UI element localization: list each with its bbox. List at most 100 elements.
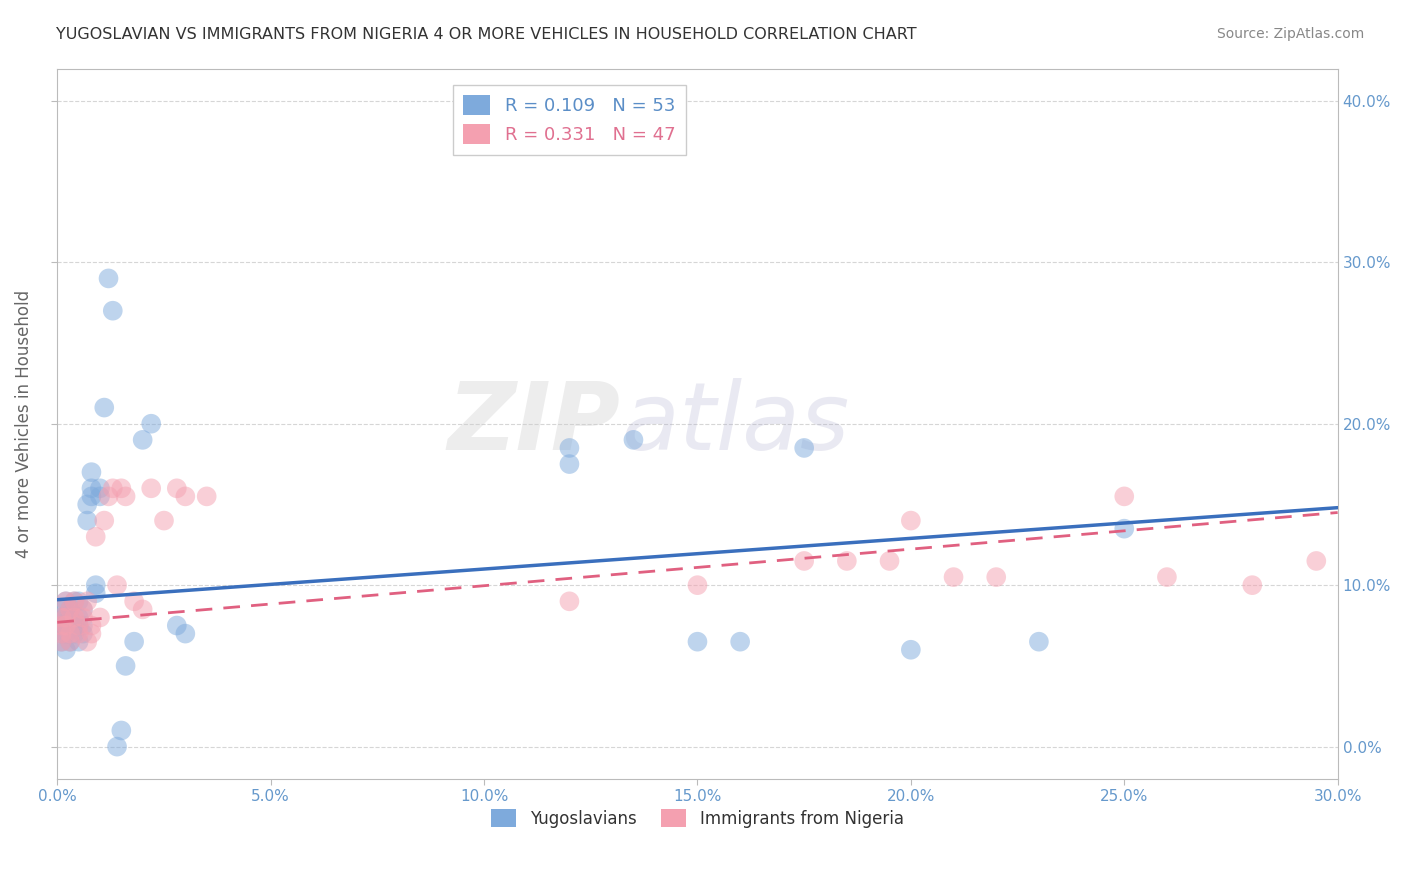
Point [63,594,86,608]
Point [153,514,176,528]
Point [67,634,90,648]
Point [55,594,77,608]
Point [80,618,103,632]
Point [558,594,581,608]
Point [72,610,94,624]
Point [166,618,188,632]
Point [51,626,73,640]
Point [76,498,98,512]
Point [76,634,98,648]
Point [195,489,218,503]
Point [55,642,77,657]
Point [110,481,132,495]
Point [67,594,90,608]
Point [80,489,103,503]
Point [63,626,86,640]
Point [51,626,73,640]
Point [900,642,922,657]
Point [51,634,73,648]
Point [59,618,82,632]
Point [80,465,103,479]
Point [101,303,124,318]
Text: YUGOSLAVIAN VS IMMIGRANTS FROM NIGERIA 4 OR MORE VEHICLES IN HOUSEHOLD CORRELATI: YUGOSLAVIAN VS IMMIGRANTS FROM NIGERIA 4… [56,27,917,42]
Point [728,634,751,648]
Point [76,594,98,608]
Point [1028,634,1050,648]
Point [131,433,153,447]
Point [166,481,188,495]
Point [51,618,73,632]
Point [105,578,128,592]
Point [51,602,73,616]
Point [93,401,115,415]
Point [114,659,136,673]
Point [84,530,107,544]
Point [63,618,86,632]
Point [55,594,77,608]
Point [1114,522,1136,536]
Point [942,570,965,584]
Point [67,626,90,640]
Point [122,634,145,648]
Point [55,618,77,632]
Point [89,610,111,624]
Text: ZIP: ZIP [447,377,620,470]
Point [80,481,103,495]
Point [59,626,82,640]
Point [174,626,197,640]
Point [793,554,815,568]
Point [59,634,82,648]
Point [93,514,115,528]
Legend: Yugoslavians, Immigrants from Nigeria: Yugoslavians, Immigrants from Nigeria [485,803,910,835]
Point [76,514,98,528]
Point [67,618,90,632]
Point [63,610,86,624]
Point [51,634,73,648]
Point [900,514,922,528]
Point [89,481,111,495]
Y-axis label: 4 or more Vehicles in Household: 4 or more Vehicles in Household [15,290,32,558]
Point [558,457,581,471]
Point [1114,489,1136,503]
Point [67,618,90,632]
Point [105,739,128,754]
Point [141,417,163,431]
Point [72,602,94,616]
Point [84,578,107,592]
Point [51,610,73,624]
Point [80,626,103,640]
Point [97,271,120,285]
Point [59,634,82,648]
Point [686,578,709,592]
Text: atlas: atlas [620,378,849,469]
Point [72,626,94,640]
Point [63,594,86,608]
Point [59,602,82,616]
Point [84,586,107,600]
Point [122,594,145,608]
Point [55,618,77,632]
Point [101,481,124,495]
Point [59,602,82,616]
Point [51,618,73,632]
Point [141,481,163,495]
Point [558,441,581,455]
Point [97,489,120,503]
Point [174,489,197,503]
Point [51,610,73,624]
Point [55,610,77,624]
Point [110,723,132,738]
Point [835,554,858,568]
Point [55,626,77,640]
Point [793,441,815,455]
Point [72,618,94,632]
Point [67,610,90,624]
Text: Source: ZipAtlas.com: Source: ZipAtlas.com [1216,27,1364,41]
Point [1305,554,1327,568]
Point [623,433,645,447]
Point [55,610,77,624]
Point [1156,570,1178,584]
Point [89,489,111,503]
Point [59,610,82,624]
Point [131,602,153,616]
